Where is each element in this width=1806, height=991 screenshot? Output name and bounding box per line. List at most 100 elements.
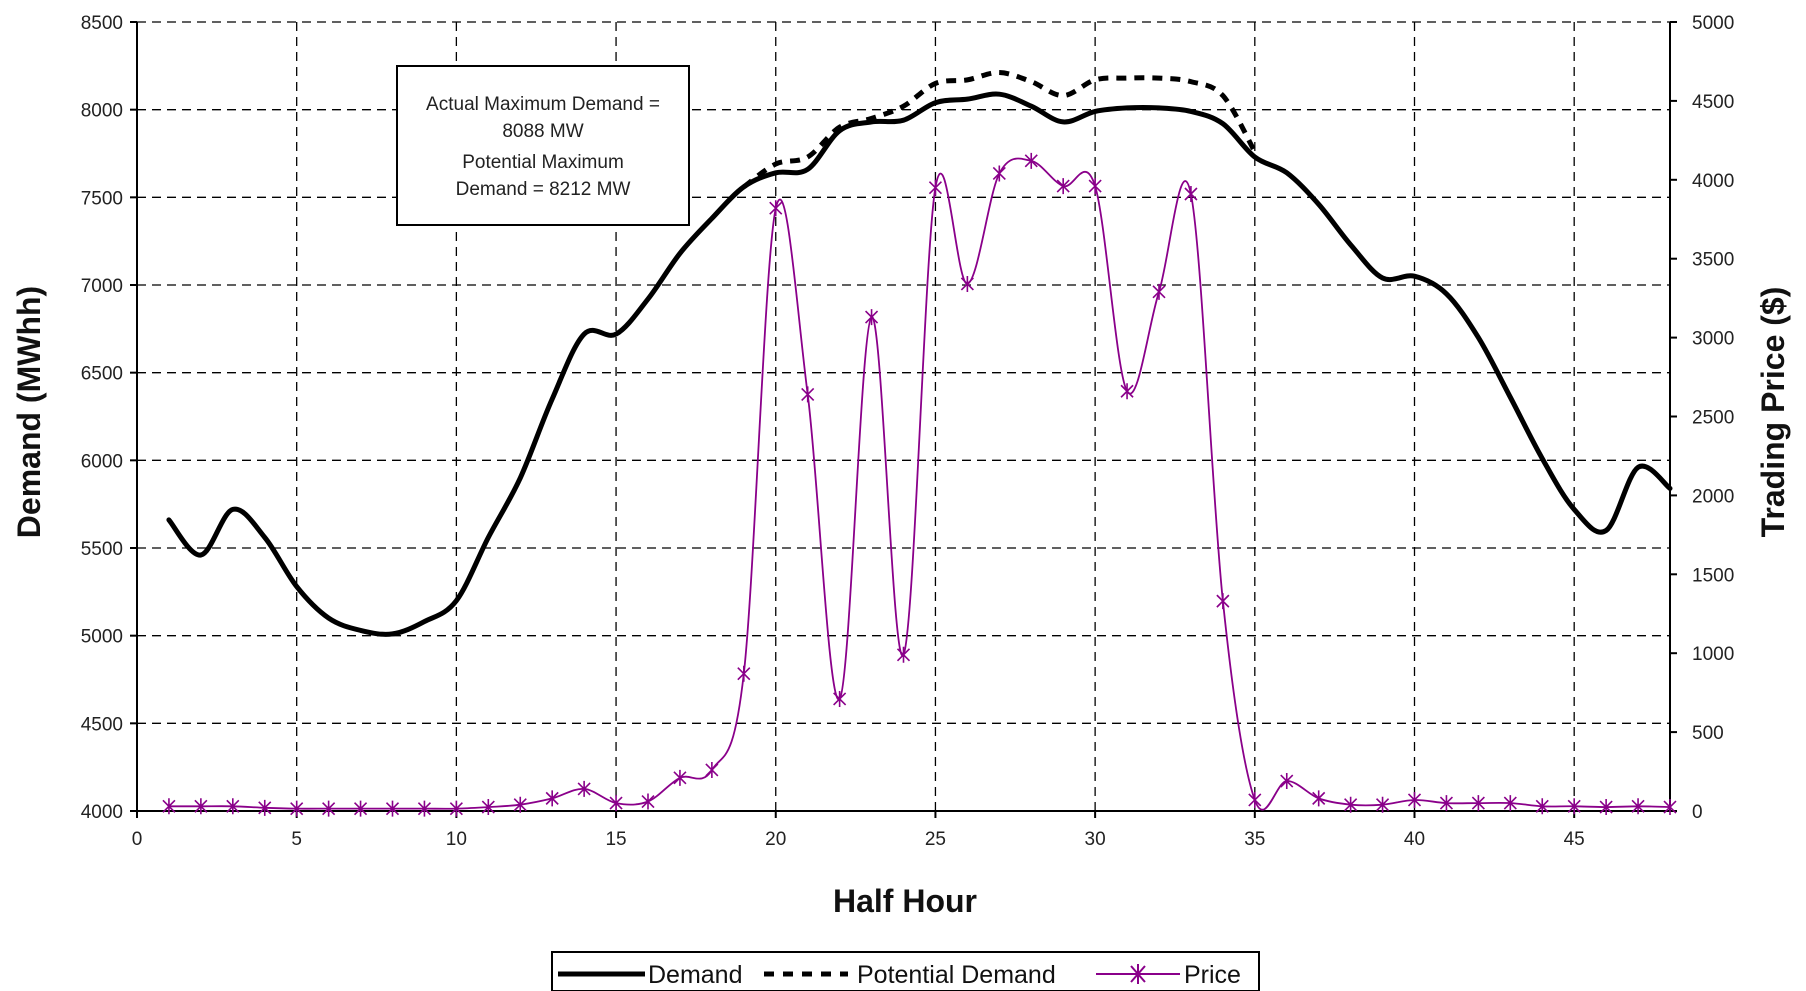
y-tick-label-6000: 6000 [81,451,123,472]
price-point-marker [1312,790,1326,807]
series-lines [162,70,1677,817]
price-point-marker [992,165,1006,182]
price-point-marker [673,769,687,786]
price-point-marker [322,800,336,817]
y2-tick-label-2000: 2000 [1692,486,1734,507]
y2-tick-label-1500: 1500 [1692,565,1734,586]
annotation-line-3: Potential Maximum [462,152,624,173]
x-tick-label-35: 35 [1244,829,1265,850]
y2-tick-label-2500: 2500 [1692,408,1734,429]
y-tick-label-7500: 7500 [81,188,123,209]
price-point-marker [1280,773,1294,790]
x-tick-label-15: 15 [605,829,626,850]
annotation-line-4: Demand = 8212 MW [456,179,631,200]
price-point-marker [1503,795,1517,812]
x-tick-label-5: 5 [291,829,302,850]
y-tick-label-4500: 4500 [81,714,123,735]
price-point-marker [1184,186,1198,203]
legend-price-marker [1130,964,1146,984]
price-point-marker [1120,383,1134,400]
y2-tick-label-5000: 5000 [1692,13,1734,34]
y-tick-label-4000: 4000 [81,802,123,823]
x-tick-label-30: 30 [1085,829,1106,850]
y2-tick-label-3500: 3500 [1692,250,1734,271]
x-axis-title: Half Hour [833,883,977,919]
price-point-marker [833,690,847,707]
price-point-marker [864,309,879,326]
price-point-marker [226,798,240,815]
potential-demand-series-line [742,70,1257,189]
price-point-marker [1663,799,1677,816]
price-point-marker [705,761,719,778]
price-point-marker [1599,799,1613,816]
y-tick-label-6500: 6500 [81,364,123,385]
price-point-marker [960,275,974,292]
y-tick-label-8500: 8500 [81,13,123,34]
price-point-marker [1248,791,1262,808]
price-point-marker [162,798,176,815]
price-point-marker [896,646,911,663]
legend-price-label: Price [1184,961,1241,989]
price-point-marker [641,793,655,810]
y2-tick-label-4000: 4000 [1692,171,1734,192]
price-point-marker [1535,798,1549,815]
price-point-marker [385,800,400,817]
y-tick-label-7000: 7000 [81,276,123,297]
price-point-marker [1216,593,1230,610]
annotation-line-2: 8088 MW [502,121,583,142]
price-point-marker [417,800,432,817]
price-point-marker [449,800,463,817]
x-tick-label-0: 0 [132,829,143,850]
y2-tick-label-500: 500 [1692,723,1724,744]
x-tick-label-20: 20 [765,829,786,850]
price-point-marker [1407,791,1422,808]
axes [130,21,1677,818]
y-tick-label-8000: 8000 [81,101,123,122]
price-point-marker [928,179,943,196]
price-point-marker [258,799,272,816]
price-point-marker [1439,795,1454,812]
y2-tick-label-4500: 4500 [1692,92,1734,113]
legend-demand-label: Demand [648,961,743,989]
x-tick-label-10: 10 [446,829,467,850]
x-tick-label-25: 25 [925,829,946,850]
price-point-marker [1088,178,1102,195]
price-point-marker [577,780,591,797]
max-demand-annotation: Actual Maximum Demand = 8088 MW Potentia… [396,65,690,226]
price-point-marker [1631,798,1645,815]
price-point-marker [609,795,623,812]
price-point-marker [737,665,751,682]
price-point-marker [769,200,783,217]
annotation-line-1: Actual Maximum Demand = [426,94,660,115]
y2-tick-label-0: 0 [1692,802,1703,823]
y2-axis-title: Trading Price ($) [1755,287,1791,538]
demand-series-line [166,91,1673,637]
price-point-marker [1056,178,1070,195]
y-tick-label-5000: 5000 [81,627,123,648]
price-point-marker [801,386,815,403]
price-point-marker [1471,795,1485,812]
x-tick-label-45: 45 [1564,829,1585,850]
tick-labels: 4000450050005500600065007000750080008500… [81,13,1735,850]
price-point-marker [513,796,527,813]
price-point-marker [353,800,368,817]
y-tick-label-5500: 5500 [81,539,123,560]
price-point-marker [1152,283,1166,300]
price-point-marker [1375,796,1390,813]
y2-tick-label-3000: 3000 [1692,329,1734,350]
price-point-marker [545,790,559,807]
annotation-box-frame [396,65,690,226]
x-tick-label-40: 40 [1404,829,1425,850]
price-series-line [168,157,1671,811]
price-point-marker [481,799,495,816]
y2-tick-label-1000: 1000 [1692,644,1734,665]
price-point-marker [1567,798,1581,815]
legend-potential-demand-label: Potential Demand [857,961,1056,989]
price-point-marker [1024,152,1038,169]
grid-lines [137,21,1670,811]
y-axis-title: Demand (MWhh) [11,286,47,538]
price-point-marker [194,798,208,815]
price-point-marker [290,800,304,817]
